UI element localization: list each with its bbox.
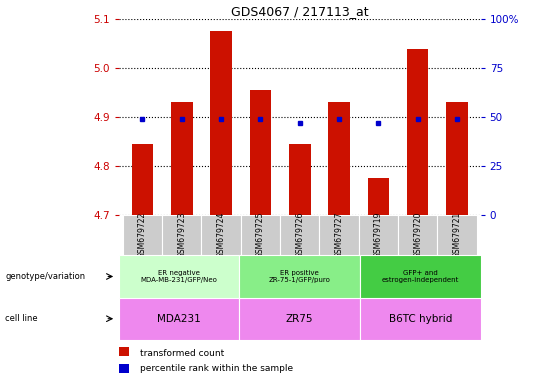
Text: GSM679722: GSM679722 bbox=[138, 212, 147, 258]
Bar bbox=[239, 298, 360, 340]
Bar bbox=[119, 347, 129, 356]
Bar bbox=[119, 298, 239, 340]
Text: percentile rank within the sample: percentile rank within the sample bbox=[140, 364, 294, 373]
Text: B6TC hybrid: B6TC hybrid bbox=[389, 314, 452, 324]
Bar bbox=[398, 215, 437, 255]
Bar bbox=[289, 144, 310, 215]
Bar bbox=[359, 215, 398, 255]
Bar bbox=[119, 255, 239, 298]
Bar bbox=[119, 364, 129, 373]
Bar bbox=[201, 215, 241, 255]
Bar bbox=[241, 215, 280, 255]
Bar bbox=[132, 144, 153, 215]
Bar bbox=[437, 215, 477, 255]
Text: GSM679727: GSM679727 bbox=[334, 212, 343, 258]
Text: MDA231: MDA231 bbox=[157, 314, 201, 324]
Title: GDS4067 / 217113_at: GDS4067 / 217113_at bbox=[231, 5, 368, 18]
Text: cell line: cell line bbox=[5, 314, 38, 323]
Bar bbox=[360, 298, 481, 340]
Bar bbox=[123, 215, 162, 255]
Text: GSM679725: GSM679725 bbox=[256, 212, 265, 258]
Bar bbox=[162, 215, 201, 255]
Bar bbox=[368, 178, 389, 215]
Text: GFP+ and
estrogen-independent: GFP+ and estrogen-independent bbox=[382, 270, 459, 283]
Text: transformed count: transformed count bbox=[140, 349, 225, 358]
Text: GSM679724: GSM679724 bbox=[217, 212, 226, 258]
Bar bbox=[280, 215, 319, 255]
Bar bbox=[446, 103, 468, 215]
Bar bbox=[360, 255, 481, 298]
Bar bbox=[210, 31, 232, 215]
Bar bbox=[171, 103, 193, 215]
Text: genotype/variation: genotype/variation bbox=[5, 272, 85, 281]
Text: GSM679726: GSM679726 bbox=[295, 212, 304, 258]
Bar bbox=[239, 255, 360, 298]
Text: GSM679723: GSM679723 bbox=[177, 212, 186, 258]
Bar bbox=[328, 103, 350, 215]
Text: ER positive
ZR-75-1/GFP/puro: ER positive ZR-75-1/GFP/puro bbox=[269, 270, 330, 283]
Bar bbox=[407, 48, 429, 215]
Text: ER negative
MDA-MB-231/GFP/Neo: ER negative MDA-MB-231/GFP/Neo bbox=[140, 270, 218, 283]
Bar bbox=[319, 215, 359, 255]
Text: GSM679721: GSM679721 bbox=[453, 212, 462, 258]
Bar bbox=[249, 90, 271, 215]
Text: ZR75: ZR75 bbox=[286, 314, 313, 324]
Text: GSM679720: GSM679720 bbox=[413, 212, 422, 258]
Text: GSM679719: GSM679719 bbox=[374, 212, 383, 258]
